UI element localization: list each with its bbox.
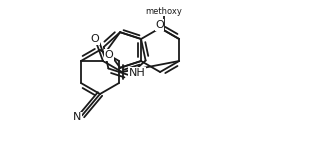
Text: N: N: [73, 112, 81, 122]
Text: O: O: [155, 20, 164, 30]
Text: O: O: [90, 34, 99, 44]
Text: methoxy: methoxy: [145, 6, 182, 16]
Text: NH: NH: [129, 68, 146, 78]
Text: O: O: [105, 50, 114, 60]
